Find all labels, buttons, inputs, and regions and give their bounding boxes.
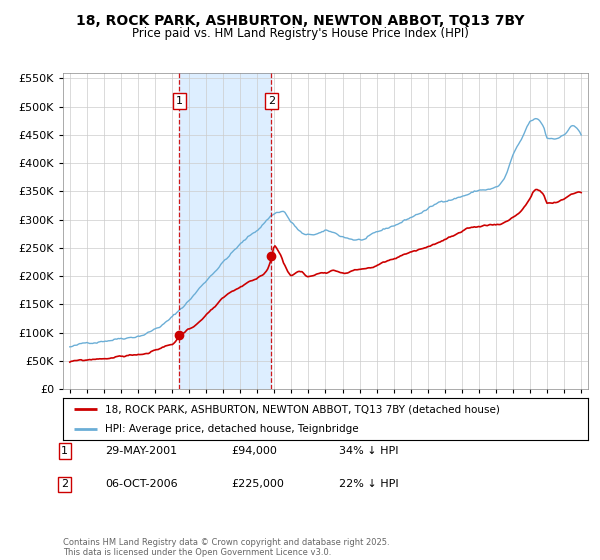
Text: 18, ROCK PARK, ASHBURTON, NEWTON ABBOT, TQ13 7BY (detached house): 18, ROCK PARK, ASHBURTON, NEWTON ABBOT, … [105,404,500,414]
Text: £94,000: £94,000 [231,446,277,456]
Text: 06-OCT-2006: 06-OCT-2006 [105,479,178,489]
Text: 1: 1 [61,446,68,456]
Text: 2: 2 [61,479,68,489]
Text: 1: 1 [176,96,183,106]
Text: 29-MAY-2001: 29-MAY-2001 [105,446,177,456]
Text: £225,000: £225,000 [231,479,284,489]
Text: 22% ↓ HPI: 22% ↓ HPI [339,479,398,489]
Text: 2: 2 [268,96,275,106]
Text: Price paid vs. HM Land Registry's House Price Index (HPI): Price paid vs. HM Land Registry's House … [131,27,469,40]
Text: 18, ROCK PARK, ASHBURTON, NEWTON ABBOT, TQ13 7BY: 18, ROCK PARK, ASHBURTON, NEWTON ABBOT, … [76,14,524,28]
Text: HPI: Average price, detached house, Teignbridge: HPI: Average price, detached house, Teig… [105,424,359,434]
Bar [179,73,271,389]
Text: Contains HM Land Registry data © Crown copyright and database right 2025.
This d: Contains HM Land Registry data © Crown c… [63,538,389,557]
Text: 34% ↓ HPI: 34% ↓ HPI [339,446,398,456]
